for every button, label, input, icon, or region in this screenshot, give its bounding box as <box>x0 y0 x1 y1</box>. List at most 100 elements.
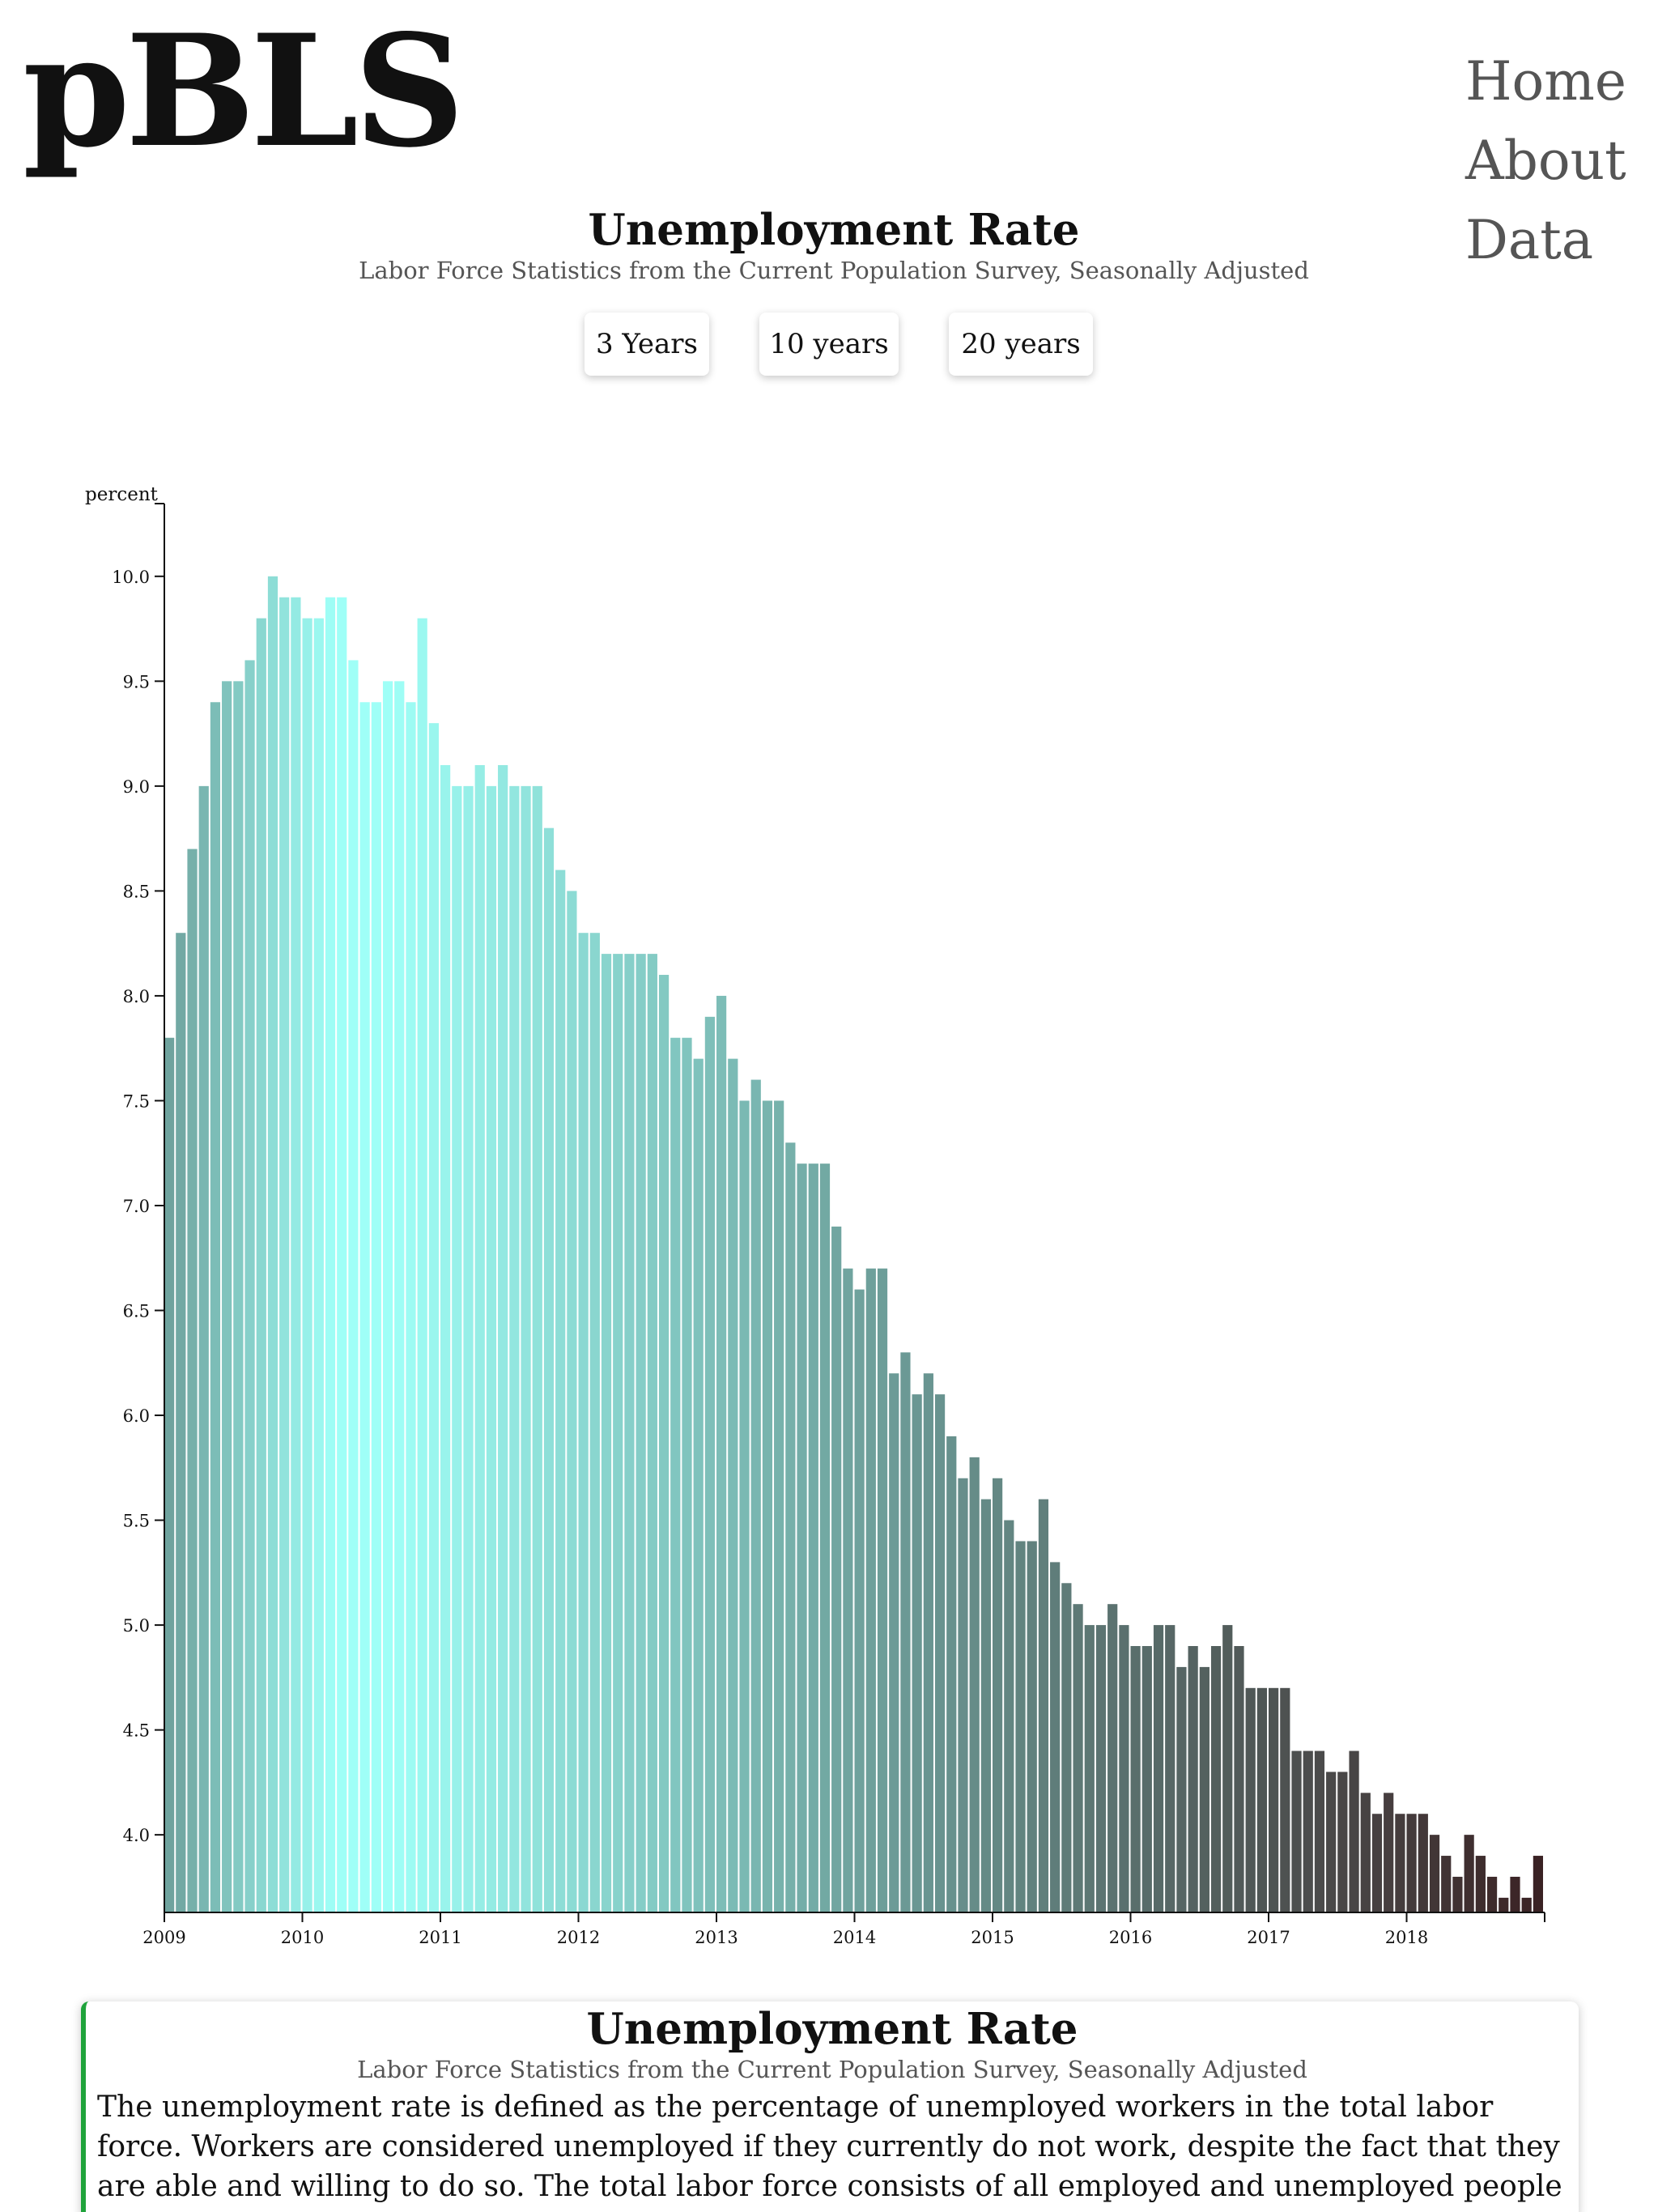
x-tick-label-8: 2017 <box>1247 1928 1290 1947</box>
chart-header: Unemployment Rate Labor Force Statistics… <box>308 204 1360 285</box>
bar-56 <box>808 1163 818 1912</box>
x-tick-label-9: 2018 <box>1385 1928 1428 1947</box>
bar-38 <box>601 954 612 1912</box>
bar-67 <box>934 1394 946 1912</box>
bar-118 <box>1521 1897 1532 1912</box>
bar-102 <box>1337 1772 1348 1912</box>
info-card-title: Unemployment Rate <box>586 2004 1078 2054</box>
bar-25 <box>452 785 462 1912</box>
y-tick-label-9: 8.5 <box>123 882 150 901</box>
bar-82 <box>1107 1604 1118 1912</box>
y-axis-label: percent <box>85 484 159 505</box>
bar-36 <box>578 933 589 1912</box>
bar-7 <box>244 660 255 1913</box>
bar-57 <box>819 1163 831 1912</box>
bar-60 <box>854 1289 865 1912</box>
bar-111 <box>1441 1856 1452 1912</box>
y-tick-label-4: 6.0 <box>123 1406 150 1426</box>
x-tick-label-3: 2012 <box>557 1928 600 1947</box>
bar-1 <box>176 933 186 1912</box>
bar-41 <box>636 954 646 1912</box>
bar-43 <box>658 975 670 1912</box>
bar-70 <box>969 1457 980 1912</box>
main-nav: Home About Data <box>1465 42 1652 280</box>
bar-91 <box>1210 1646 1222 1912</box>
bar-30 <box>509 785 520 1912</box>
x-tick-label-6: 2015 <box>971 1928 1014 1947</box>
bar-23 <box>428 723 439 1912</box>
bar-92 <box>1222 1625 1233 1912</box>
y-tick-label-1: 4.5 <box>123 1721 150 1741</box>
nav-link-about[interactable]: About <box>1465 130 1626 192</box>
x-tick-label-0: 2009 <box>142 1928 185 1947</box>
bar-21 <box>406 702 416 1912</box>
bar-78 <box>1061 1583 1072 1912</box>
y-tick-label-5: 6.5 <box>123 1302 150 1321</box>
bar-109 <box>1418 1814 1428 1912</box>
bar-97 <box>1280 1687 1290 1912</box>
bar-98 <box>1291 1750 1302 1912</box>
bar-65 <box>912 1394 922 1912</box>
bar-8 <box>256 618 266 1912</box>
info-card-description: The unemployment rate is defined as the … <box>97 2091 1562 2212</box>
bar-47 <box>704 1016 715 1912</box>
range-10-years-button[interactable]: 10 years <box>759 313 899 376</box>
bar-93 <box>1234 1646 1244 1912</box>
x-tick-label-1: 2010 <box>281 1928 324 1947</box>
nav-link-data[interactable]: Data <box>1465 209 1594 271</box>
bar-54 <box>785 1142 796 1912</box>
range-3-years-button[interactable]: 3 Years <box>585 313 709 376</box>
bar-85 <box>1141 1646 1152 1912</box>
bar-113 <box>1464 1835 1474 1912</box>
bar-105 <box>1371 1814 1383 1912</box>
bar-66 <box>923 1373 933 1912</box>
bar-74 <box>1015 1541 1026 1912</box>
bar-71 <box>980 1499 991 1912</box>
y-tick-label-12: 10.0 <box>112 568 150 587</box>
bar-12 <box>302 618 312 1912</box>
bar-19 <box>382 681 393 1912</box>
bar-6 <box>233 681 244 1912</box>
x-tick-label-7: 2016 <box>1109 1928 1152 1947</box>
bar-27 <box>474 764 485 1912</box>
bar-77 <box>1050 1562 1061 1912</box>
bar-79 <box>1073 1604 1083 1912</box>
bar-39 <box>613 954 623 1912</box>
bar-104 <box>1360 1793 1371 1912</box>
bar-99 <box>1303 1750 1313 1912</box>
site-logo[interactable]: pBLS <box>23 1 465 181</box>
x-tick-label-2: 2011 <box>419 1928 461 1947</box>
bar-61 <box>865 1268 876 1912</box>
bar-55 <box>797 1163 807 1912</box>
bar-96 <box>1269 1687 1279 1912</box>
bar-31 <box>521 785 531 1912</box>
y-axis: 4.0 4.5 5.0 5.5 6.0 6.5 7.0 7.5 8.0 8.5 9.0 9.5 10.0 <box>112 503 165 1912</box>
bar-58 <box>831 1226 842 1912</box>
range-20-years-button[interactable]: 20 years <box>949 313 1093 376</box>
bar-73 <box>1004 1520 1014 1912</box>
bar-14 <box>325 597 336 1912</box>
bar-108 <box>1406 1814 1417 1912</box>
bar-44 <box>670 1037 681 1912</box>
bar-112 <box>1452 1876 1463 1912</box>
bar-4 <box>210 702 221 1912</box>
bar-48 <box>716 995 727 1912</box>
bar-29 <box>498 764 508 1912</box>
bar-3 <box>198 785 209 1912</box>
bar-80 <box>1084 1625 1095 1912</box>
bar-62 <box>877 1268 888 1912</box>
info-card-subtitle: Labor Force Statistics from the Current … <box>357 2056 1307 2083</box>
bar-53 <box>774 1100 784 1912</box>
bars-group <box>164 576 1543 1913</box>
bar-90 <box>1199 1666 1209 1912</box>
y-tick-label-7: 7.5 <box>123 1091 150 1111</box>
nav-link-home[interactable]: Home <box>1465 50 1626 113</box>
y-tick-label-8: 8.0 <box>123 987 150 1006</box>
bar-103 <box>1349 1750 1359 1912</box>
y-tick-label-11: 9.5 <box>123 672 150 691</box>
y-tick-label-2: 5.0 <box>123 1616 150 1636</box>
bar-88 <box>1176 1666 1187 1912</box>
bar-34 <box>555 870 566 1912</box>
bar-107 <box>1395 1814 1405 1912</box>
